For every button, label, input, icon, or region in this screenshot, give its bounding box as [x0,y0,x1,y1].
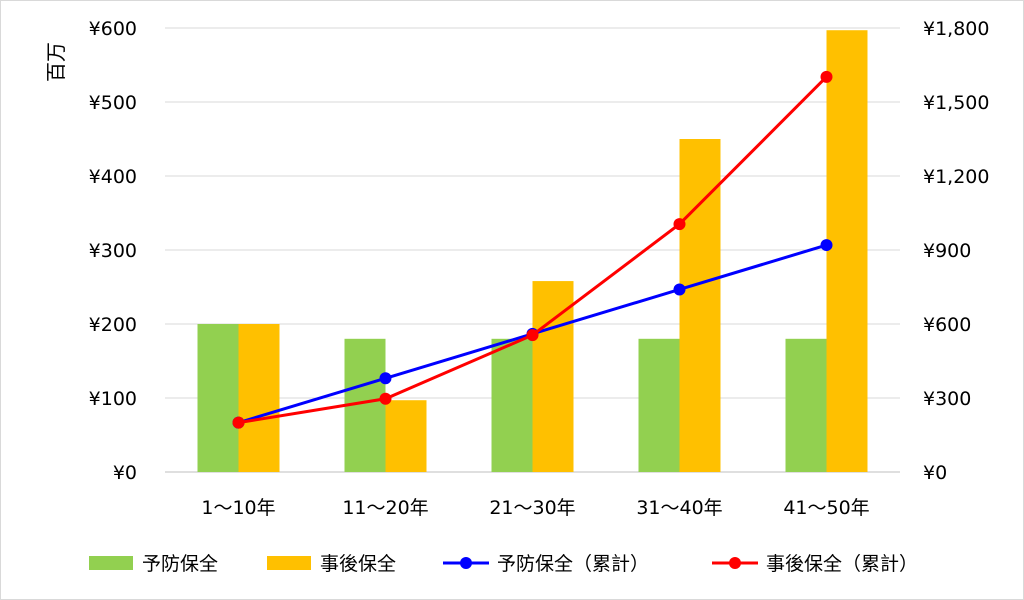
series-point [820,239,833,252]
bar [238,324,280,472]
legend-label: 事後保全（累計） [766,553,918,575]
legend-marker [460,557,472,569]
right-tick-label: ¥1,500 [923,92,989,114]
category-labels: 1～10年 11～20年 21～30年 31～40年 41～50年 [201,497,869,519]
category-label: 11～20年 [342,497,428,519]
category-label: 41～50年 [783,497,869,519]
right-tick-label: ¥1,800 [923,18,989,40]
y-unit-label: 百万 [44,42,68,82]
bar [638,338,680,472]
left-tick-label: ¥300 [89,240,137,262]
right-tick-label: ¥900 [923,240,971,262]
bar [532,281,574,472]
bar [826,30,868,472]
legend-marker [729,557,741,569]
category-label: 21～30年 [489,497,575,519]
bar [785,338,827,472]
left-axis-ticks: ¥0 ¥100 ¥200 ¥300 ¥400 ¥500 ¥600 [89,18,137,484]
legend: 予防保全 事後保全 予防保全（累計） 事後保全（累計） [89,553,918,575]
series-point [820,70,833,83]
left-tick-label: ¥400 [89,166,137,188]
legend-label: 予防保全 [142,553,218,575]
legend-swatch [267,556,311,570]
left-tick-label: ¥200 [89,314,137,336]
bar [491,338,533,472]
bars [197,30,868,472]
legend-label: 事後保全 [320,553,396,575]
series-point [673,218,686,231]
bar [197,324,239,472]
left-tick-label: ¥0 [113,462,137,484]
left-tick-label: ¥600 [89,18,137,40]
gridlines [165,27,900,473]
left-tick-label: ¥100 [89,388,137,410]
category-label: 1～10年 [201,497,275,519]
right-tick-label: ¥0 [923,462,947,484]
legend-swatch [89,556,133,570]
left-tick-label: ¥500 [89,92,137,114]
series-point [379,372,392,385]
bar [679,139,721,472]
legend-label: 予防保全（累計） [497,553,649,575]
category-label: 31～40年 [636,497,722,519]
series-point [526,329,539,342]
right-tick-label: ¥600 [923,314,971,336]
series-point [379,392,392,405]
right-tick-label: ¥1,200 [923,166,989,188]
bar [385,400,427,472]
lines [232,70,833,429]
right-axis-ticks: ¥0 ¥300 ¥600 ¥900 ¥1,200 ¥1,500 ¥1,800 [923,18,989,484]
series-point [673,283,686,296]
right-tick-label: ¥300 [923,388,971,410]
series-point [232,416,245,429]
